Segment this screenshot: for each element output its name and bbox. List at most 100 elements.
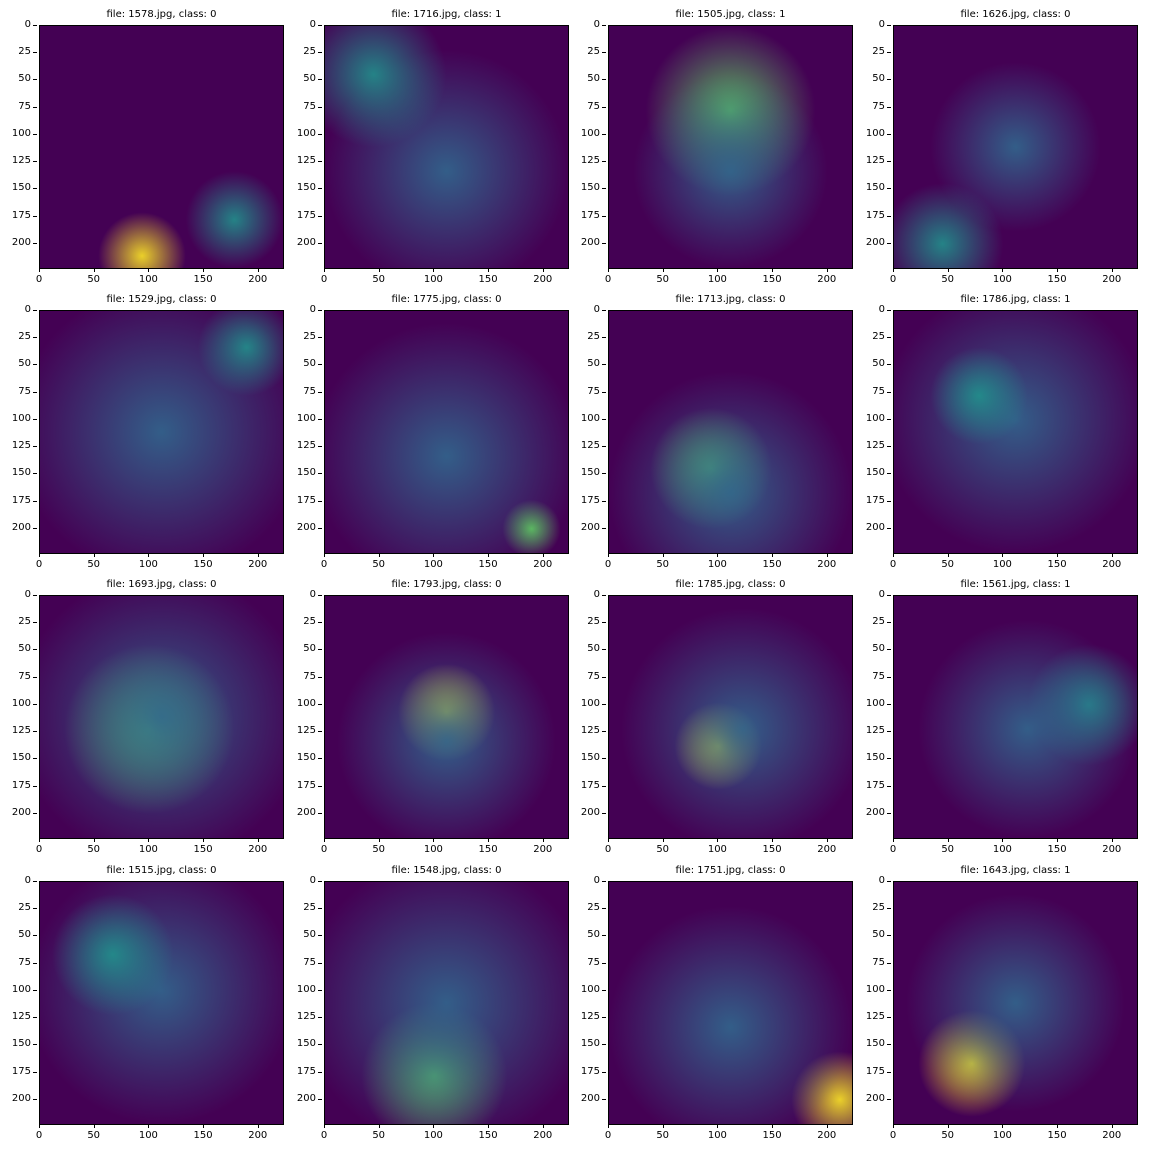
x-tick-label: 0 — [24, 838, 54, 856]
x-tick-label: 0 — [593, 553, 623, 571]
heatmap-image — [324, 310, 569, 554]
y-tick-label: 175 — [3, 210, 37, 222]
y-tick-label: 125 — [3, 725, 37, 737]
y-tick-label: 25 — [288, 331, 322, 343]
heatmap-image — [608, 881, 853, 1125]
y-tick-label: 125 — [857, 1011, 891, 1023]
x-tick-label: 150 — [473, 838, 503, 856]
x-tick-label: 50 — [648, 1124, 678, 1142]
y-tick-label: 100 — [3, 413, 37, 425]
x-tick-label: 50 — [364, 1124, 394, 1142]
x-tick-label: 150 — [757, 1124, 787, 1142]
y-tick-label: 150 — [3, 467, 37, 479]
y-tick-label: 50 — [3, 929, 37, 941]
x-tick-label: 200 — [812, 553, 842, 571]
y-tick-label: 100 — [857, 413, 891, 425]
x-tick-label: 100 — [418, 553, 448, 571]
y-tick-label: 175 — [857, 780, 891, 792]
y-tick-label: 125 — [857, 155, 891, 167]
x-tick-label: 200 — [1097, 1124, 1127, 1142]
y-tick-label: 0 — [288, 875, 322, 887]
y-tick-label: 200 — [3, 807, 37, 819]
y-tick-label: 75 — [857, 671, 891, 683]
y-tick-label: 100 — [288, 413, 322, 425]
y-tick-label: 150 — [3, 1038, 37, 1050]
y-tick-label: 75 — [288, 386, 322, 398]
x-tick-label: 100 — [418, 268, 448, 286]
x-tick-label: 0 — [593, 268, 623, 286]
y-tick-label: 100 — [572, 128, 606, 140]
y-tick-label: 125 — [572, 155, 606, 167]
y-tick-label: 75 — [3, 671, 37, 683]
panel-title: file: 1505.jpg, class: 1 — [675, 9, 786, 20]
y-tick-label: 150 — [857, 752, 891, 764]
heatmap-image — [893, 25, 1138, 269]
x-tick-label: 100 — [133, 1124, 163, 1142]
y-tick-label: 25 — [3, 902, 37, 914]
x-tick-label: 0 — [24, 1124, 54, 1142]
y-tick-label: 150 — [572, 1038, 606, 1050]
y-tick-label: 100 — [3, 128, 37, 140]
x-tick-label: 150 — [1042, 1124, 1072, 1142]
y-tick-label: 175 — [572, 495, 606, 507]
heatmap-image — [608, 310, 853, 554]
x-tick-label: 50 — [648, 268, 678, 286]
y-tick-label: 200 — [572, 807, 606, 819]
x-tick-label: 150 — [188, 553, 218, 571]
y-tick-label: 125 — [857, 725, 891, 737]
y-tick-label: 50 — [288, 73, 322, 85]
y-tick-label: 200 — [572, 237, 606, 249]
x-tick-label: 100 — [702, 1124, 732, 1142]
y-tick-label: 125 — [3, 1011, 37, 1023]
y-tick-label: 25 — [857, 46, 891, 58]
panel-title: file: 1693.jpg, class: 0 — [106, 579, 217, 590]
x-tick-label: 50 — [79, 1124, 109, 1142]
y-tick-label: 75 — [3, 957, 37, 969]
y-tick-label: 0 — [572, 875, 606, 887]
x-tick-label: 150 — [757, 268, 787, 286]
x-tick-label: 50 — [648, 553, 678, 571]
y-tick-label: 125 — [288, 725, 322, 737]
y-tick-label: 150 — [572, 467, 606, 479]
y-tick-label: 150 — [857, 1038, 891, 1050]
y-tick-label: 175 — [288, 1066, 322, 1078]
x-tick-label: 50 — [79, 268, 109, 286]
y-tick-label: 25 — [3, 616, 37, 628]
x-tick-label: 50 — [933, 1124, 963, 1142]
y-tick-label: 0 — [3, 875, 37, 887]
y-tick-label: 200 — [288, 807, 322, 819]
x-tick-label: 0 — [309, 268, 339, 286]
x-tick-label: 150 — [473, 1124, 503, 1142]
x-tick-label: 100 — [987, 1124, 1017, 1142]
y-tick-label: 75 — [3, 101, 37, 113]
x-tick-label: 0 — [878, 268, 908, 286]
x-tick-label: 0 — [878, 838, 908, 856]
heatmap-image — [324, 25, 569, 269]
y-tick-label: 150 — [857, 467, 891, 479]
y-tick-label: 150 — [857, 182, 891, 194]
x-tick-label: 0 — [309, 838, 339, 856]
x-tick-label: 200 — [243, 838, 273, 856]
x-tick-label: 0 — [309, 553, 339, 571]
y-tick-label: 75 — [857, 101, 891, 113]
y-tick-label: 150 — [288, 467, 322, 479]
y-tick-label: 0 — [288, 19, 322, 31]
y-tick-label: 200 — [857, 1093, 891, 1105]
y-tick-label: 25 — [572, 616, 606, 628]
panel-title: file: 1578.jpg, class: 0 — [106, 9, 217, 20]
y-tick-label: 100 — [572, 984, 606, 996]
y-tick-label: 50 — [572, 643, 606, 655]
heatmap-image — [893, 595, 1138, 839]
x-tick-label: 150 — [188, 268, 218, 286]
x-tick-label: 100 — [987, 553, 1017, 571]
y-tick-label: 100 — [288, 128, 322, 140]
y-tick-label: 0 — [3, 304, 37, 316]
x-tick-label: 200 — [812, 838, 842, 856]
x-tick-label: 100 — [133, 553, 163, 571]
y-tick-label: 200 — [857, 807, 891, 819]
y-tick-label: 150 — [288, 752, 322, 764]
x-tick-label: 100 — [133, 268, 163, 286]
panel-title: file: 1786.jpg, class: 1 — [960, 294, 1071, 305]
y-tick-label: 125 — [288, 155, 322, 167]
x-tick-label: 200 — [1097, 553, 1127, 571]
